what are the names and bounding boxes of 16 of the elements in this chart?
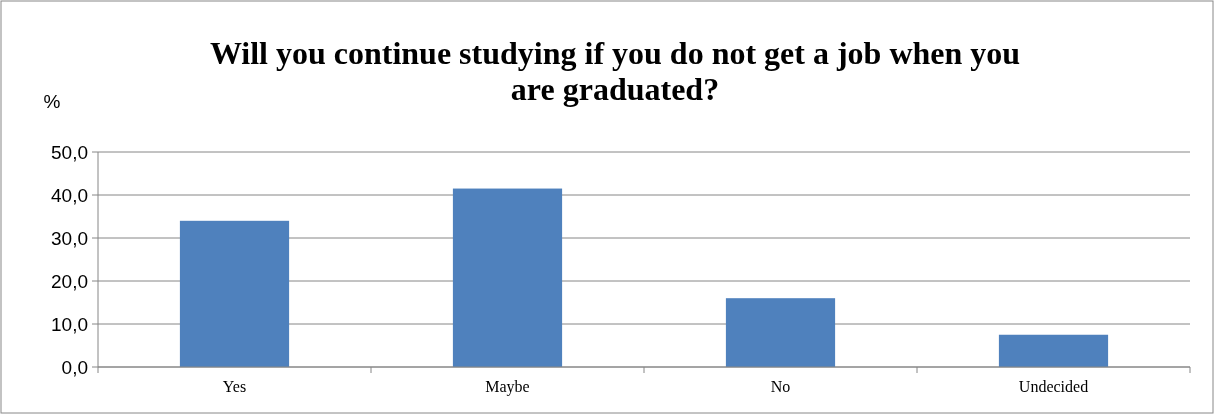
chart-title: Will you continue studying if you do not get a job when you are graduated? — [209, 35, 1021, 107]
bar — [998, 334, 1109, 367]
y-tick-label: 0,0 — [61, 356, 88, 378]
y-tick-label: 20,0 — [51, 270, 88, 292]
x-tick-label: Maybe — [485, 378, 530, 396]
x-tick-label: Yes — [222, 378, 247, 395]
y-tick-label: 50,0 — [51, 141, 88, 163]
y-tick-label: 30,0 — [51, 227, 88, 249]
bar — [725, 298, 836, 367]
bar — [452, 188, 563, 367]
bar — [179, 220, 290, 367]
y-tick-label: 10,0 — [51, 313, 88, 335]
x-tick-label: Undecided — [1018, 378, 1089, 395]
y-tick-label: 40,0 — [51, 184, 88, 206]
y-axis-title: % — [43, 91, 61, 112]
x-tick-label: No — [770, 378, 791, 395]
